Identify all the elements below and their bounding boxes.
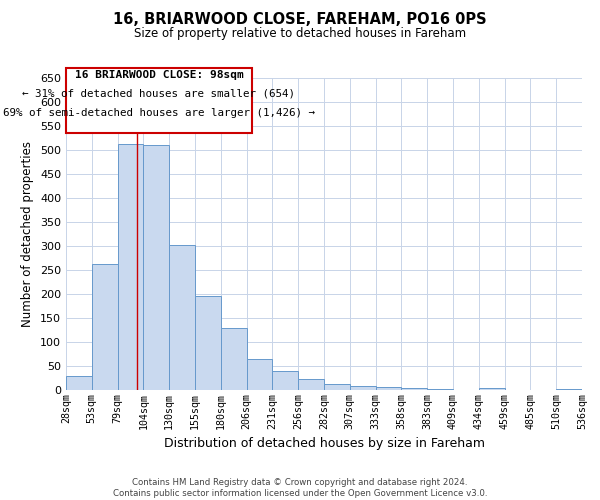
Bar bbox=[556, 388, 582, 390]
Bar bbox=[298, 380, 324, 390]
Bar bbox=[479, 388, 505, 390]
X-axis label: Distribution of detached houses by size in Fareham: Distribution of detached houses by size … bbox=[163, 437, 485, 450]
Bar bbox=[427, 388, 453, 390]
Bar bbox=[118, 144, 143, 390]
Bar bbox=[221, 328, 247, 390]
Bar bbox=[324, 384, 350, 390]
Bar bbox=[195, 296, 221, 390]
Text: ← 31% of detached houses are smaller (654): ← 31% of detached houses are smaller (65… bbox=[22, 89, 295, 99]
Text: Contains HM Land Registry data © Crown copyright and database right 2024.
Contai: Contains HM Land Registry data © Crown c… bbox=[113, 478, 487, 498]
Bar bbox=[92, 264, 118, 390]
Text: Size of property relative to detached houses in Fareham: Size of property relative to detached ho… bbox=[134, 28, 466, 40]
Bar bbox=[247, 359, 272, 390]
Bar bbox=[169, 245, 195, 390]
Bar bbox=[143, 145, 169, 390]
Bar bbox=[66, 376, 92, 390]
Bar bbox=[376, 387, 401, 390]
Bar bbox=[401, 388, 427, 390]
Y-axis label: Number of detached properties: Number of detached properties bbox=[22, 141, 34, 327]
Text: 16, BRIARWOOD CLOSE, FAREHAM, PO16 0PS: 16, BRIARWOOD CLOSE, FAREHAM, PO16 0PS bbox=[113, 12, 487, 28]
Text: 16 BRIARWOOD CLOSE: 98sqm: 16 BRIARWOOD CLOSE: 98sqm bbox=[74, 70, 243, 80]
Text: 69% of semi-detached houses are larger (1,426) →: 69% of semi-detached houses are larger (… bbox=[3, 108, 315, 118]
Bar bbox=[350, 386, 376, 390]
Bar bbox=[272, 371, 298, 390]
